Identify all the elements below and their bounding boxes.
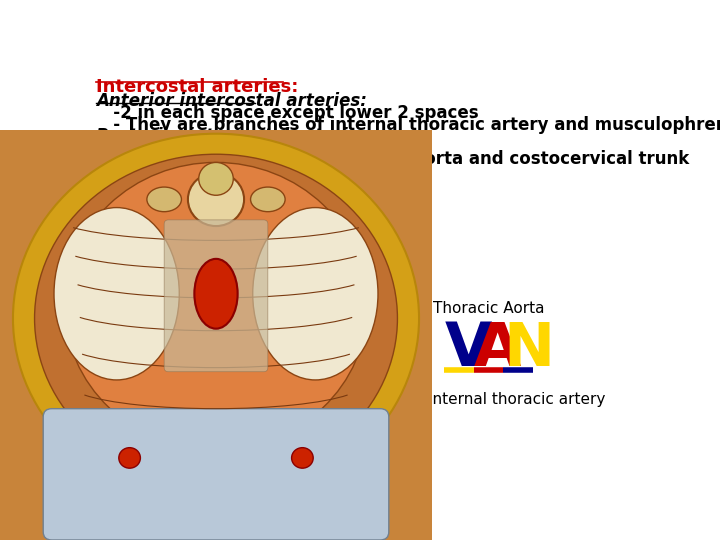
Ellipse shape — [65, 163, 367, 450]
Ellipse shape — [194, 259, 238, 329]
FancyBboxPatch shape — [43, 409, 389, 540]
Ellipse shape — [54, 207, 179, 380]
Ellipse shape — [188, 173, 244, 226]
Text: A: A — [474, 320, 521, 379]
Ellipse shape — [194, 259, 238, 329]
Text: Posterior intercostal arteries:: Posterior intercostal arteries: — [96, 127, 375, 145]
Circle shape — [292, 448, 313, 468]
Circle shape — [119, 448, 140, 468]
Ellipse shape — [147, 187, 181, 212]
Text: Internal thoracic artery: Internal thoracic artery — [310, 389, 605, 407]
Ellipse shape — [13, 134, 419, 503]
Text: -2 in each space except lower 2 spaces: -2 in each space except lower 2 spaces — [96, 104, 478, 122]
Text: - They are branches of thoracic Aorta and costocervical trunk: - They are branches of thoracic Aorta an… — [96, 151, 689, 168]
Text: Intercostal arteries:: Intercostal arteries: — [96, 78, 298, 96]
Ellipse shape — [253, 207, 378, 380]
Text: Anterior intercostal arteries:: Anterior intercostal arteries: — [96, 92, 366, 110]
Circle shape — [199, 163, 233, 195]
Ellipse shape — [199, 269, 212, 294]
Text: N: N — [503, 320, 554, 379]
Text: V: V — [444, 320, 492, 379]
Ellipse shape — [35, 154, 397, 483]
FancyBboxPatch shape — [164, 220, 268, 372]
FancyBboxPatch shape — [0, 117, 445, 540]
Text: - One in each space (11 in No): - One in each space (11 in No) — [96, 139, 394, 157]
Text: Thoracic Aorta: Thoracic Aorta — [315, 297, 544, 315]
Text: - They are branches of internal thoracic artery and musculophrenic artery: - They are branches of internal thoracic… — [96, 116, 720, 133]
Ellipse shape — [251, 187, 285, 212]
